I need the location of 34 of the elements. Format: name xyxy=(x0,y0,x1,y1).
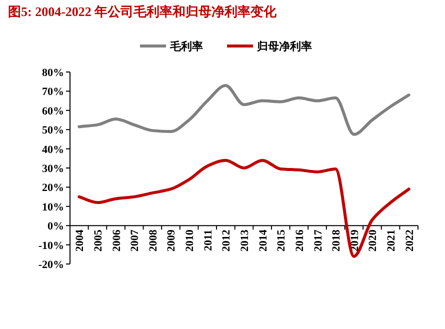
x-tick-label: 2010 xyxy=(184,229,196,252)
y-tick-label: 10% xyxy=(42,201,64,214)
x-tick-label: 2021 xyxy=(386,230,398,252)
x-tick-label: 2017 xyxy=(312,229,324,252)
x-tick-label: 2008 xyxy=(147,229,160,252)
y-tick-label: 50% xyxy=(42,124,64,137)
legend-label: 归母净利率 xyxy=(256,40,312,53)
x-tick-label: 2013 xyxy=(239,229,251,252)
x-tick-label: 2020 xyxy=(367,229,380,252)
x-tick-label: 2019 xyxy=(348,229,361,252)
x-tick-label: 2011 xyxy=(202,230,214,252)
legend-label: 毛利率 xyxy=(169,40,203,53)
y-tick-label: 60% xyxy=(42,105,64,118)
x-tick-label: 2005 xyxy=(92,229,104,252)
x-tick-label: 2006 xyxy=(110,229,123,252)
x-tick-label: 2016 xyxy=(294,229,306,252)
x-tick-label: 2022 xyxy=(404,229,416,252)
y-tick-label: 70% xyxy=(42,86,64,98)
x-tick-label: 2009 xyxy=(166,229,178,252)
x-tick-label: 2012 xyxy=(220,229,233,252)
chart-title: 图5: 2004-2022 年公司毛利率和归母净利率变化 xyxy=(8,4,278,19)
y-tick-label: 40% xyxy=(42,144,64,156)
y-tick-label: 30% xyxy=(42,163,64,175)
line-series xyxy=(78,84,410,136)
y-tick-label: 80% xyxy=(42,67,64,79)
x-tick-label: 2004 xyxy=(74,229,86,252)
x-tick-label: 2018 xyxy=(330,229,343,252)
x-tick-label: 2015 xyxy=(276,229,288,252)
y-tick-label: 0% xyxy=(48,220,64,233)
y-tick-label: -20% xyxy=(38,259,64,271)
y-tick-label: -10% xyxy=(38,240,64,252)
x-tick-label: 2014 xyxy=(257,229,270,252)
x-tick-label: 2007 xyxy=(129,229,142,252)
y-tick-label: 20% xyxy=(42,182,64,194)
